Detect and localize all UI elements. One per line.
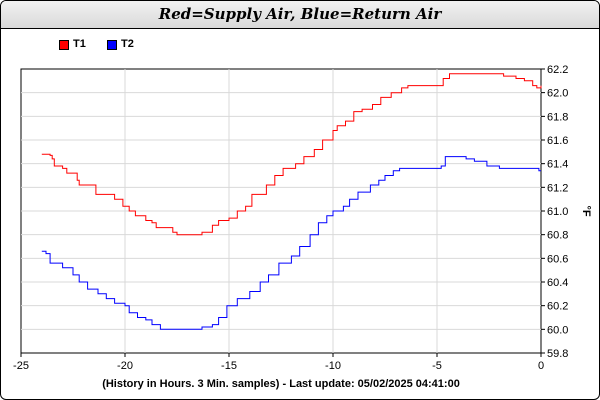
x-tick-label: -15 (221, 360, 237, 372)
y-tick-label: 60.4 (547, 277, 568, 289)
legend-label-t1: T1 (73, 38, 86, 50)
y-tick-label: 60.6 (547, 253, 568, 265)
y-tick-label: 60.8 (547, 230, 568, 242)
y-tick-label: 62.0 (547, 88, 568, 100)
axis-ticks: -25 -20 -15 -10 -5 059.8 60.0 60.2 60.4 60.6 60.8 6… (13, 64, 568, 372)
y-tick-label: 61.4 (547, 159, 568, 171)
y-tick-label: 61.2 (547, 182, 568, 194)
legend-label-t2: T2 (121, 38, 134, 50)
y-tick-label: 60.0 (547, 324, 568, 336)
x-tick-label: -10 (325, 360, 341, 372)
series-line-t2 (41, 156, 541, 330)
x-axis-label: (History in Hours. 3 Min. samples) - Las… (102, 378, 460, 390)
y-tick-label: 60.2 (547, 301, 568, 313)
title-band: Red=Supply Air, Blue=Return Air (1, 1, 599, 29)
grid (21, 69, 541, 353)
y-tick-label: 62.2 (547, 64, 568, 76)
y-tick-label: 61.6 (547, 135, 568, 147)
series-lines (41, 73, 542, 330)
y-tick-label: 59.8 (547, 348, 568, 360)
x-tick-label: -20 (117, 360, 133, 372)
legend-swatch-t2 (107, 40, 117, 50)
legend-swatch-t1 (59, 40, 69, 50)
x-tick-label: 0 (538, 360, 544, 372)
y-tick-label: 61.8 (547, 111, 568, 123)
y-tick-label: 61.0 (547, 206, 568, 218)
chart-title: Red=Supply Air, Blue=Return Air (158, 5, 442, 23)
y-axis-label: °F (580, 205, 592, 216)
x-tick-label: -25 (13, 360, 29, 372)
series-line-t1 (41, 73, 542, 236)
x-tick-label: -5 (432, 360, 442, 372)
